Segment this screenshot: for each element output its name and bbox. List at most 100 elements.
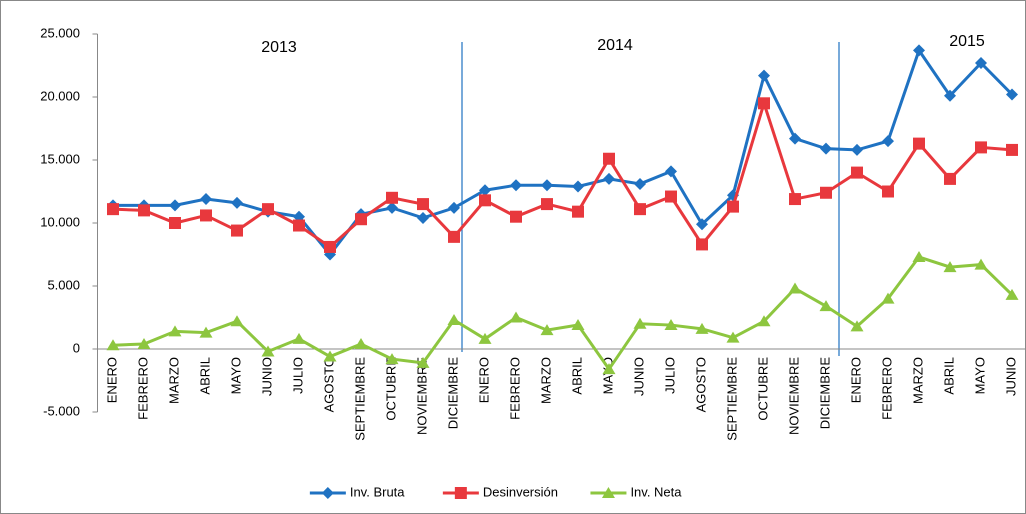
x-tick-label: JULIO: [662, 357, 677, 394]
x-tick-label: ABRIL: [569, 357, 584, 395]
point: [664, 319, 678, 331]
point: [727, 200, 739, 213]
y-tick-label: -5.000: [43, 403, 80, 418]
point: [324, 240, 336, 253]
x-tick-label: SEPTIEMBRE: [724, 357, 739, 441]
point: [199, 326, 213, 338]
point: [850, 320, 864, 332]
legend-label: Desinversión: [483, 484, 558, 499]
point: [851, 166, 863, 179]
point: [354, 337, 368, 349]
point: [386, 191, 398, 204]
x-tick-label: DICIEMBRE: [445, 357, 460, 430]
point: [509, 311, 523, 323]
point: [454, 487, 467, 499]
point: [137, 337, 151, 349]
x-tick-label: MARZO: [910, 357, 925, 404]
point: [975, 56, 987, 69]
point: [231, 224, 243, 237]
x-tick-label: ENERO: [476, 357, 491, 403]
y-tick-label: 15.000: [40, 151, 80, 166]
x-tick-label: JUNIO: [1003, 357, 1018, 396]
point: [820, 186, 832, 199]
point: [944, 172, 956, 185]
point: [820, 142, 832, 155]
point: [882, 185, 894, 198]
point: [416, 356, 430, 368]
x-tick-label: MAYO: [972, 357, 987, 394]
point: [943, 261, 957, 273]
point: [448, 201, 460, 214]
point: [788, 282, 802, 294]
x-tick-label: NOVIEMBRE: [786, 357, 801, 435]
x-tick-label: JUNIO: [259, 357, 274, 396]
x-tick-label: JULIO: [290, 357, 305, 394]
point: [417, 198, 429, 211]
point: [231, 196, 243, 209]
point: [230, 315, 244, 327]
point: [169, 199, 181, 212]
point: [974, 258, 988, 270]
point: [882, 135, 894, 148]
point: [106, 339, 120, 351]
x-tick-label: ENERO: [848, 357, 863, 403]
y-tick-label: 0: [73, 340, 80, 355]
point: [603, 172, 615, 185]
point: [321, 487, 334, 499]
point: [1006, 143, 1018, 156]
point: [355, 213, 367, 226]
y-tick-label: 5.000: [47, 277, 80, 292]
x-tick-label: OCTUBRE: [383, 357, 398, 421]
point: [478, 332, 492, 344]
legend-label: Inv. Neta: [630, 484, 682, 499]
point: [138, 204, 150, 217]
y-tick-label: 20.000: [40, 88, 80, 103]
y-tick-label: 25.000: [40, 25, 80, 40]
year-label: 2013: [261, 39, 297, 56]
point: [262, 203, 274, 216]
point: [665, 165, 677, 178]
point: [1005, 288, 1019, 300]
point: [944, 89, 956, 102]
point: [913, 137, 925, 150]
point: [913, 44, 925, 57]
point: [447, 314, 461, 326]
point: [726, 331, 740, 343]
x-tick-label: NOVIEMBRE: [414, 357, 429, 435]
x-tick-label: DICIEMBRE: [817, 357, 832, 430]
point: [789, 193, 801, 206]
x-tick-label: AGOSTO: [693, 357, 708, 412]
point: [571, 319, 585, 331]
point: [912, 251, 926, 263]
point: [479, 194, 491, 207]
point: [323, 350, 337, 362]
x-tick-label: MAYO: [228, 357, 243, 394]
point: [572, 180, 584, 193]
x-tick-label: SEPTIEMBRE: [352, 357, 367, 441]
point: [665, 190, 677, 203]
point: [758, 97, 770, 110]
x-tick-label: JUNIO: [631, 357, 646, 396]
point: [696, 218, 708, 231]
x-tick-label: AGOSTO: [321, 357, 336, 412]
point: [634, 203, 646, 216]
point: [695, 322, 709, 334]
point: [169, 217, 181, 229]
point: [510, 179, 522, 192]
point: [386, 201, 398, 214]
point: [200, 209, 212, 222]
point: [417, 211, 429, 224]
point: [789, 132, 801, 145]
point: [540, 324, 554, 336]
x-tick-label: FEBRERO: [879, 357, 894, 420]
point: [881, 292, 895, 304]
point: [758, 69, 770, 82]
x-tick-label: MARZO: [538, 357, 553, 404]
point: [200, 193, 212, 206]
year-label: 2014: [597, 37, 633, 54]
point: [541, 198, 553, 211]
point: [385, 353, 399, 365]
year-label: 2015: [949, 33, 985, 50]
point: [448, 230, 460, 243]
point: [634, 177, 646, 190]
